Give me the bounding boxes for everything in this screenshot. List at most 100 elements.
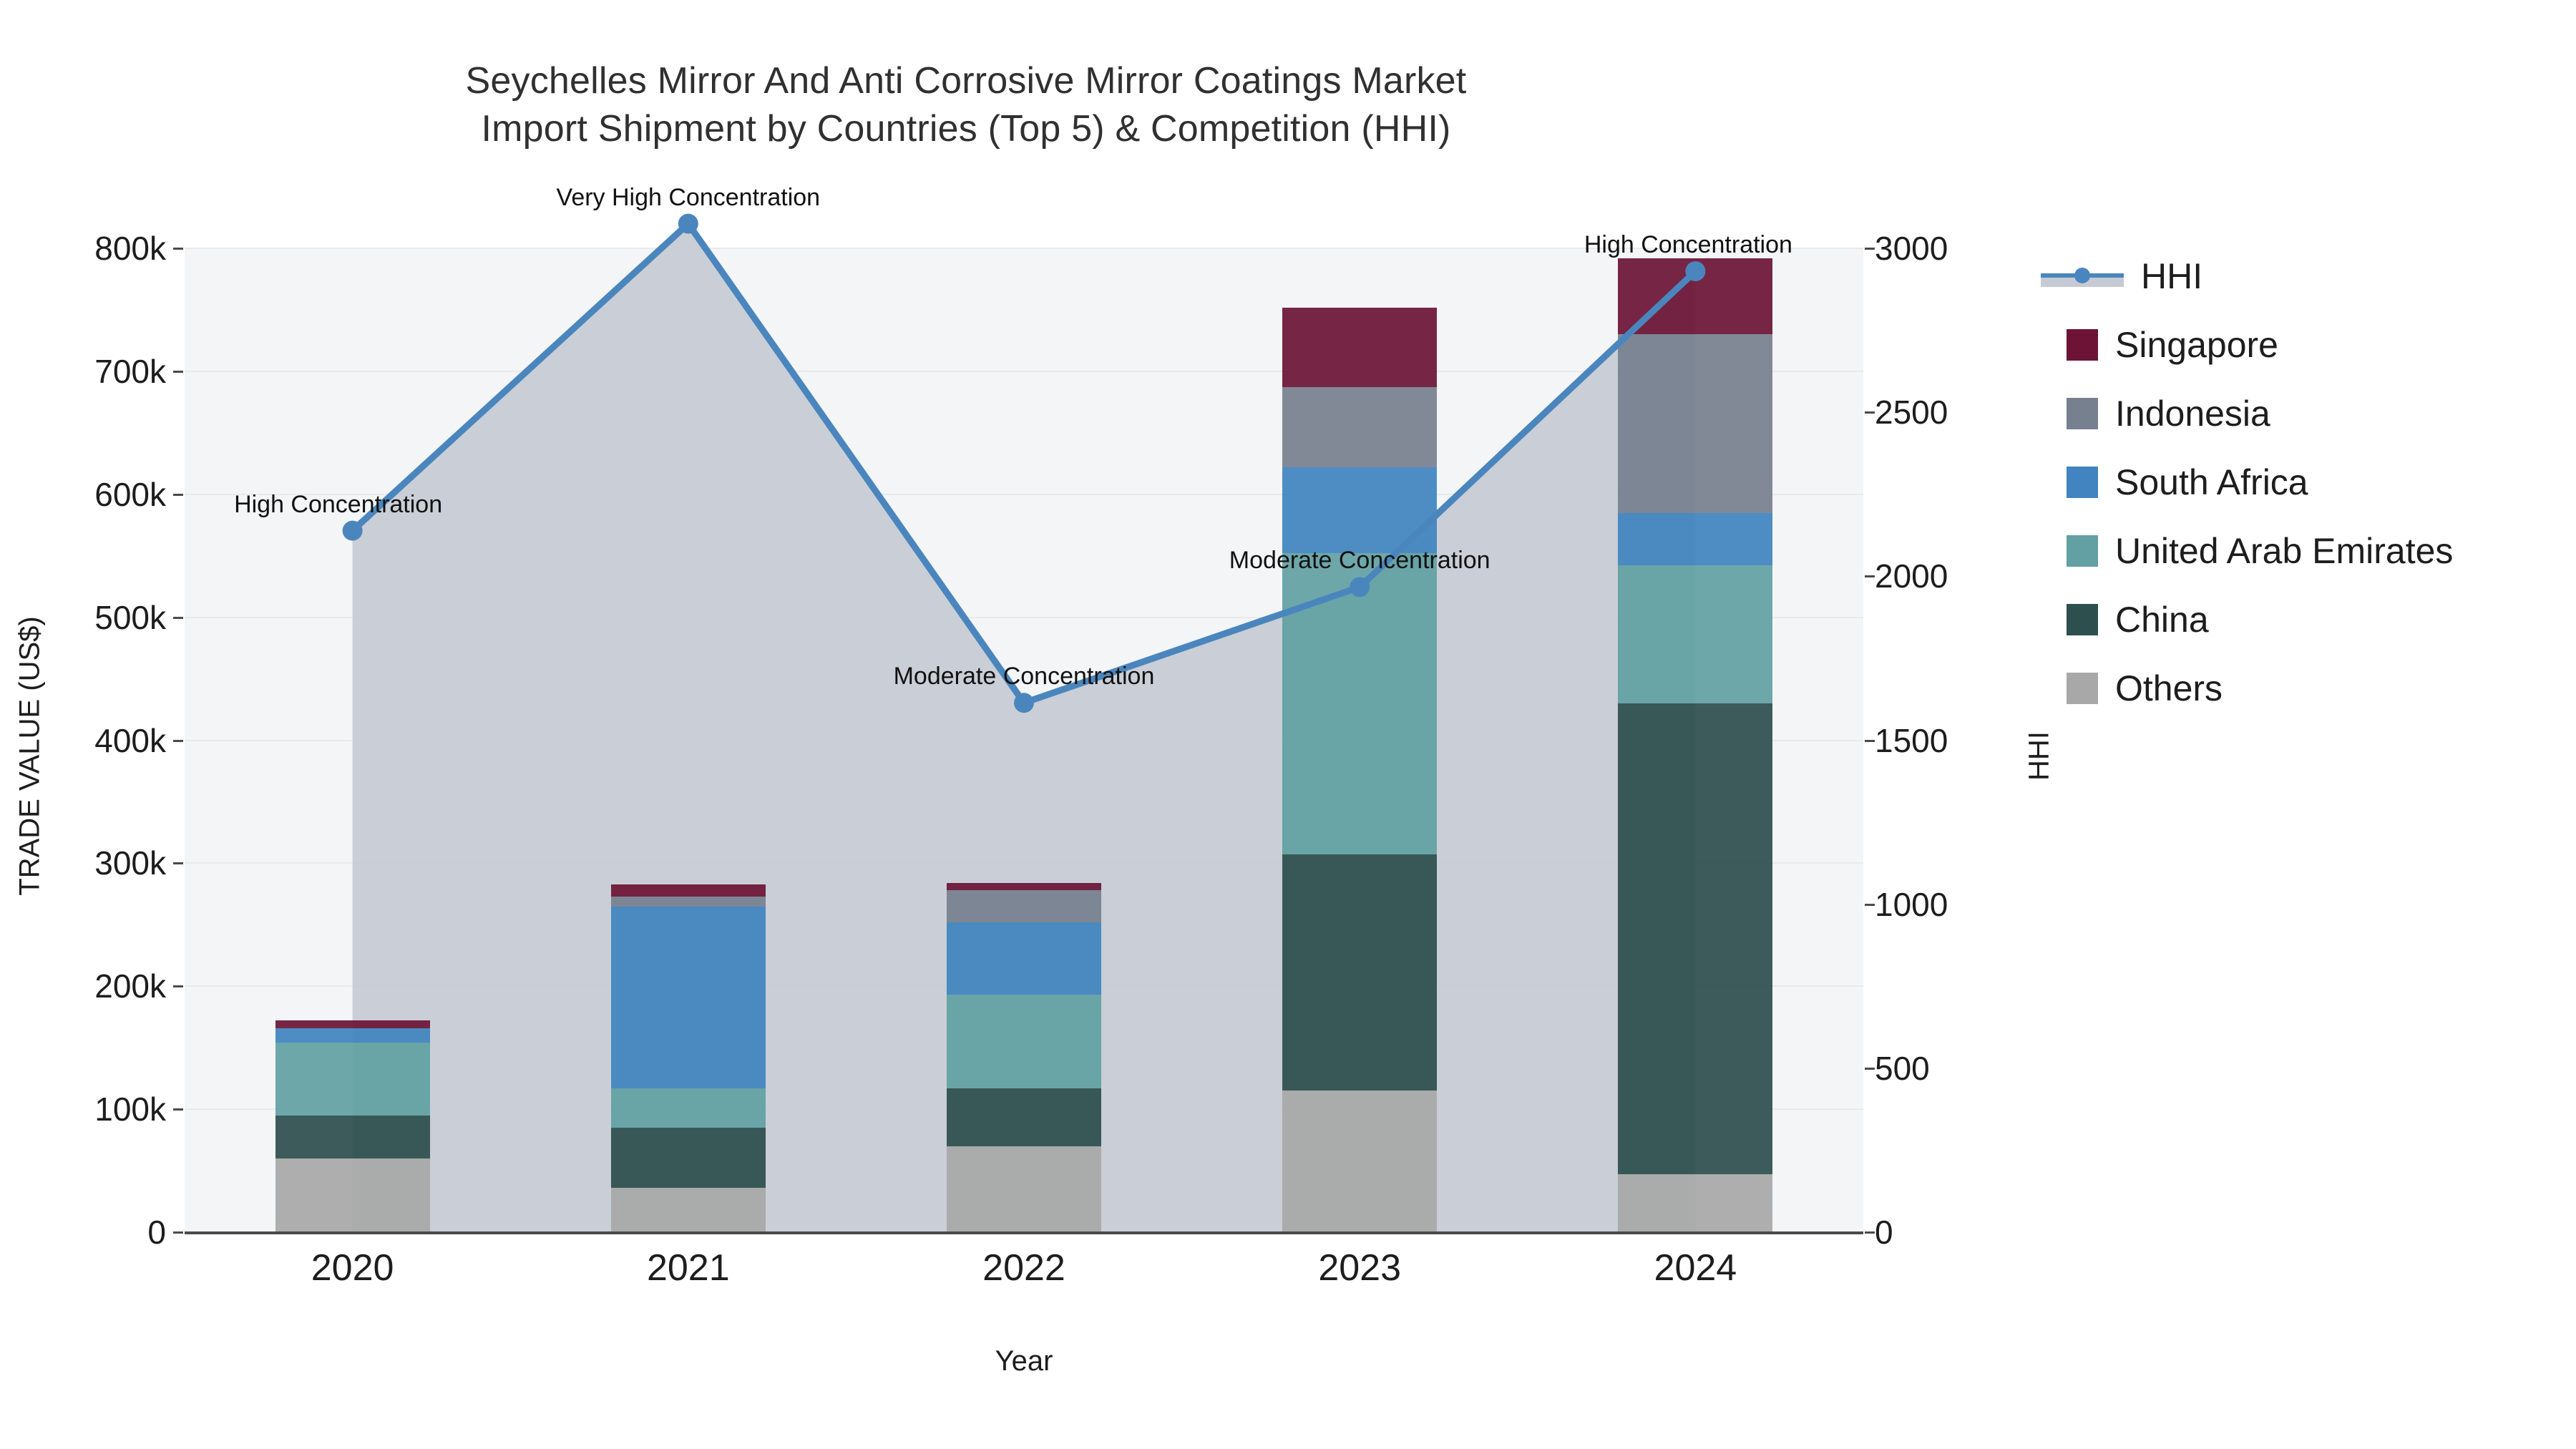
x-axis-tick-label: 2020 (311, 1247, 394, 1289)
secondary-y-axis-tick-mark (1865, 903, 1875, 906)
bar-segment[interactable] (947, 922, 1101, 995)
hhi-data-point (1014, 693, 1034, 713)
bar-segment[interactable] (1618, 1174, 1773, 1232)
bar-segment[interactable] (610, 1088, 766, 1128)
legend-label: South Africa (2115, 462, 2308, 502)
bar-segment[interactable] (610, 884, 766, 897)
bar-segment[interactable] (1618, 334, 1773, 513)
bar-segment[interactable] (947, 995, 1101, 1088)
bar-segment[interactable] (1618, 703, 1773, 1175)
gridline (185, 370, 1863, 372)
y-axis-tick-mark (173, 248, 183, 250)
bar-segment[interactable] (275, 1043, 430, 1116)
secondary-y-axis-tick-label: 1500 (1875, 721, 1948, 759)
legend-item[interactable]: Others (2041, 654, 2556, 723)
y-axis-tick-label: 800k (94, 230, 166, 267)
legend-item[interactable]: United Arab Emirates (2041, 517, 2556, 585)
stacked-bar[interactable] (1282, 248, 1438, 1232)
x-axis-tick-label: 2023 (1318, 1247, 1402, 1289)
bar-segment[interactable] (1282, 1091, 1438, 1232)
secondary-y-axis-tick-label: 2000 (1875, 557, 1948, 595)
bar-segment[interactable] (1282, 307, 1438, 388)
secondary-y-axis-tick-label: 500 (1875, 1049, 1930, 1087)
hhi-line-top (349, 220, 1699, 706)
y-axis-tick-label: 500k (94, 598, 166, 636)
gridline (185, 493, 1863, 495)
bar-segment[interactable] (610, 896, 766, 907)
bar-segment[interactable] (275, 1115, 430, 1158)
bar-segment[interactable] (947, 882, 1101, 891)
bar-segment[interactable] (275, 1158, 430, 1232)
bar-segment[interactable] (947, 1146, 1101, 1232)
legend-color-swatch (2067, 673, 2098, 704)
bar-segment[interactable] (1282, 387, 1438, 467)
legend-item[interactable]: Singapore (2041, 311, 2556, 379)
x-axis-tick-label: 2022 (982, 1247, 1065, 1289)
bar-segment[interactable] (610, 1127, 766, 1189)
legend-label: Others (2115, 668, 2223, 708)
plot-area: High Concentration Very High Concentratio… (185, 184, 1863, 1232)
secondary-y-axis-tick-label: 3000 (1875, 230, 1948, 267)
bar-segment[interactable] (275, 1020, 430, 1028)
secondary-y-axis-tick-label: 1000 (1875, 885, 1948, 923)
y-axis-tick-label: 0 (147, 1214, 166, 1251)
legend-item[interactable]: Indonesia (2041, 379, 2556, 448)
y-axis-tick-label: 300k (94, 844, 166, 882)
y-axis-tick-mark (173, 616, 183, 619)
chart-legend: HHI Singapore Indonesia South Africa United … (2041, 242, 2556, 723)
bar-segment[interactable] (1618, 512, 1773, 566)
hhi-annotation: Moderate Concentration (893, 663, 1155, 691)
y-axis-tick-label: 600k (94, 475, 166, 513)
y-axis-tick-mark (173, 739, 183, 742)
bar-segment[interactable] (947, 1088, 1101, 1146)
legend-label: HHI (2141, 256, 2203, 296)
legend-label: China (2115, 600, 2209, 640)
bar-segment[interactable] (610, 906, 766, 1088)
gridline (185, 616, 1863, 618)
chart-title-line-1: Seychelles Mirror And Anti Corrosive Mir… (465, 60, 1467, 102)
legend-color-swatch (2067, 604, 2098, 635)
hhi-line-overlay (342, 213, 1706, 713)
y-axis-tick-mark (173, 370, 183, 373)
bar-segment[interactable] (610, 1188, 766, 1232)
y-axis-tick-mark (173, 493, 183, 496)
hhi-annotation: High Concentration (1584, 231, 1792, 259)
bar-segment[interactable] (1282, 854, 1438, 1091)
secondary-y-axis-tick-label: 0 (1875, 1214, 1893, 1251)
y-axis-tick-mark (173, 985, 183, 988)
hhi-annotation: High Concentration (234, 490, 443, 518)
legend-item[interactable]: South Africa (2041, 448, 2556, 517)
secondary-y-axis-tick-mark (1865, 1067, 1875, 1070)
bar-segment[interactable] (1618, 565, 1773, 703)
legend-label: Singapore (2115, 325, 2278, 365)
y-axis-tick-mark (173, 1108, 183, 1111)
stacked-bar[interactable] (275, 248, 430, 1232)
legend-color-swatch (2067, 467, 2098, 498)
y-axis-tick-label: 700k (94, 352, 166, 390)
chart-title-line-2: Import Shipment by Countries (Top 5) & C… (481, 107, 1451, 150)
legend-color-swatch (2067, 329, 2098, 361)
hhi-annotation: Very High Concentration (556, 183, 821, 211)
bar-segment[interactable] (275, 1028, 430, 1043)
secondary-y-axis-tick-label: 2500 (1875, 394, 1948, 431)
secondary-y-axis-tick-mark (1865, 1231, 1875, 1234)
hhi-data-point (342, 520, 363, 541)
hhi-data-point (678, 213, 698, 234)
stacked-bar[interactable] (610, 248, 766, 1232)
stacked-bar[interactable] (947, 248, 1101, 1232)
chart-title: Seychelles Mirror And Anti Corrosive Mir… (0, 57, 1932, 152)
y-axis-tick-mark (173, 862, 183, 865)
legend-label: United Arab Emirates (2115, 531, 2454, 571)
bar-segment[interactable] (947, 890, 1101, 922)
secondary-y-axis-tick-mark (1865, 739, 1875, 742)
legend-item[interactable]: HHI (2041, 242, 2556, 311)
y-axis-tick-label: 100k (94, 1091, 166, 1128)
secondary-y-axis-tick-mark (1865, 411, 1875, 414)
x-axis-line (185, 1231, 1863, 1234)
legend-color-swatch (2067, 535, 2098, 567)
legend-color-swatch (2067, 398, 2098, 429)
stacked-bar[interactable] (1618, 248, 1773, 1232)
legend-item[interactable]: China (2041, 585, 2556, 654)
hhi-data-point (1685, 261, 1706, 282)
